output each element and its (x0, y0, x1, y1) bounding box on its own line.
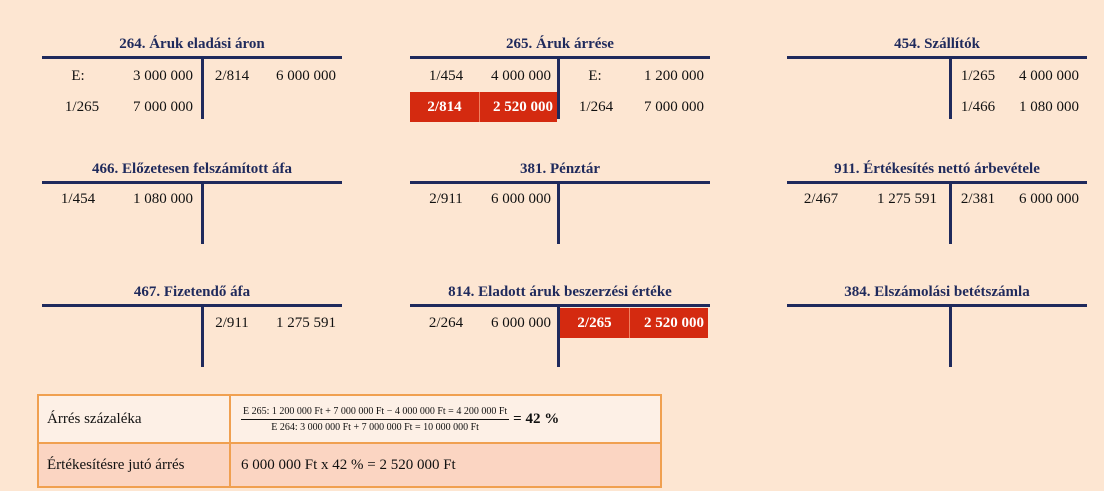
summary-label: Árrés százaléka (39, 396, 231, 442)
t-account-top-line (787, 181, 1087, 184)
debit-ref: 1/454 (60, 191, 96, 207)
t-account-top-line (410, 56, 710, 59)
account-title: 454. Szállítók (894, 36, 980, 52)
fraction-numerator: E 265: 1 200 000 Ft + 7 000 000 Ft − 4 0… (241, 406, 510, 420)
t-account-top-line (42, 56, 342, 59)
credit-amount: 1 275 591 (276, 315, 336, 331)
credit-ref: 2/911 (215, 315, 249, 331)
credit-ref: 1/265 (960, 68, 996, 84)
account-title: 265. Áruk árrése (506, 36, 614, 52)
t-account-center-line (201, 181, 204, 244)
t-account-center-line (201, 304, 204, 367)
account-title: 381. Pénztár (520, 161, 600, 177)
account-title: 467. Fizetendő áfa (133, 284, 251, 300)
t-account-center-line (949, 56, 952, 119)
debit-ref: 2/911 (429, 191, 463, 207)
account-title: 911. Értékesítés nettó árbevétele (834, 161, 1040, 177)
debit-ref: 1/454 (428, 68, 464, 84)
debit-ref: 1/265 (64, 99, 100, 115)
credit-ref: 1/264 (578, 99, 614, 115)
t-account-top-line (410, 181, 710, 184)
t-account-center-line (557, 181, 560, 244)
debit-amount: 7 000 000 (133, 99, 193, 115)
fraction-denominator: E 264: 3 000 000 Ft + 7 000 000 Ft = 10 … (271, 421, 479, 433)
credit-ref: 1/466 (960, 99, 996, 115)
debit-ref-highlighted: 2/814 (410, 92, 480, 122)
fraction: E 265: 1 200 000 Ft + 7 000 000 Ft − 4 0… (241, 406, 510, 433)
credit-ref-highlighted: 2/265 (560, 308, 630, 338)
summary-table: Árrés százaléka E 265: 1 200 000 Ft + 7 … (37, 394, 662, 488)
summary-row-markup-percent: Árrés százaléka E 265: 1 200 000 Ft + 7 … (39, 396, 660, 444)
t-account-top-line (42, 181, 342, 184)
debit-amount: 4 000 000 (491, 68, 551, 84)
t-account-center-line (949, 304, 952, 367)
account-title: 384. Elszámolási betétszámla (844, 284, 1030, 300)
account-title: 264. Áruk eladási áron (119, 36, 265, 52)
summary-value: 6 000 000 Ft x 42 % = 2 520 000 Ft (241, 456, 456, 473)
t-account-top-line (787, 304, 1087, 307)
summary-formula: E 265: 1 200 000 Ft + 7 000 000 Ft − 4 0… (233, 396, 660, 442)
t-account-top-line (787, 56, 1087, 59)
debit-amount: 6 000 000 (491, 315, 551, 331)
summary-label: Értékesítésre jutó árrés (39, 444, 231, 486)
debit-ref: 2/264 (428, 315, 464, 331)
formula-result: = 42 % (513, 410, 560, 427)
debit-ref: E: (71, 68, 85, 84)
account-title: 814. Eladott áruk beszerzési értéke (448, 284, 672, 300)
t-account-center-line (557, 56, 560, 119)
credit-amount: 1 200 000 (644, 68, 704, 84)
t-account-top-line (42, 304, 342, 307)
credit-amount-highlighted: 2 520 000 (630, 308, 708, 338)
credit-ref: E: (588, 68, 602, 84)
credit-amount: 7 000 000 (644, 99, 704, 115)
credit-amount: 6 000 000 (1019, 191, 1079, 207)
t-account-top-line (410, 304, 710, 307)
debit-amount: 1 080 000 (133, 191, 193, 207)
credit-ref: 2/381 (960, 191, 996, 207)
debit-amount: 6 000 000 (491, 191, 551, 207)
credit-amount: 6 000 000 (276, 68, 336, 84)
account-title: 466. Előzetesen felszámított áfa (92, 161, 292, 177)
t-account-center-line (201, 56, 204, 119)
credit-ref: 2/814 (214, 68, 250, 84)
t-account-center-line (949, 181, 952, 244)
summary-row-markup-on-sales: Értékesítésre jutó árrés 6 000 000 Ft x … (39, 444, 660, 486)
debit-ref: 2/467 (803, 191, 839, 207)
debit-amount: 3 000 000 (133, 68, 193, 84)
debit-amount-highlighted: 2 520 000 (480, 92, 557, 122)
credit-amount: 4 000 000 (1019, 68, 1079, 84)
credit-amount: 1 080 000 (1019, 99, 1079, 115)
debit-amount: 1 275 591 (877, 191, 937, 207)
t-account-center-line (557, 304, 560, 367)
